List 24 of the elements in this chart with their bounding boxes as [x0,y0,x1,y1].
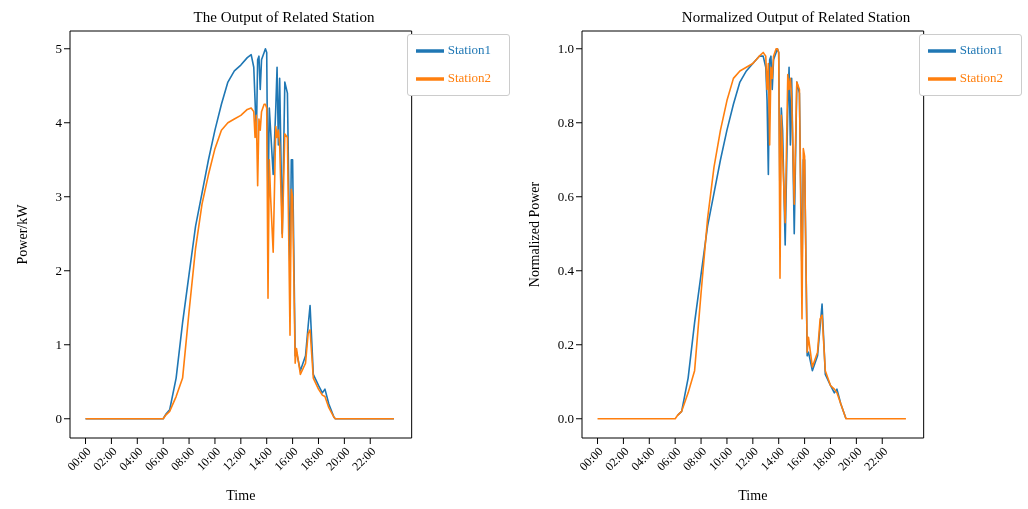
legend-label: Station2 [959,69,1003,85]
y-tick-label: 0.2 [557,337,574,353]
y-tick-label: 2 [55,263,62,279]
y-tick-label: 3 [55,189,62,205]
y-tick-label: 5 [55,41,62,57]
y-tick-label: 0.0 [557,411,574,427]
chart-title: The Output of Related Station [192,8,376,26]
y-tick-label: 0.8 [557,115,574,131]
legend-label: Station1 [959,41,1003,57]
y-tick-label: 0.4 [557,263,575,279]
chart-title: Normalized Output of Related Station [680,8,912,26]
legend-label: Station2 [447,69,491,85]
line-series [596,47,907,420]
y-tick-label: 0 [55,411,62,427]
y-tick-label: 0.6 [557,189,575,205]
x-axis-title: Time [738,488,768,503]
line-series [84,103,395,420]
legend-label: Station1 [447,41,491,57]
y-tick-label: 1.0 [557,41,574,57]
y-tick-label: 1 [55,337,62,353]
x-axis-title: Time [226,488,256,503]
y-axis-title: Power/kW [14,203,30,265]
y-tick-label: 4 [55,115,63,131]
y-axis-title: Normalized Power [526,181,542,288]
